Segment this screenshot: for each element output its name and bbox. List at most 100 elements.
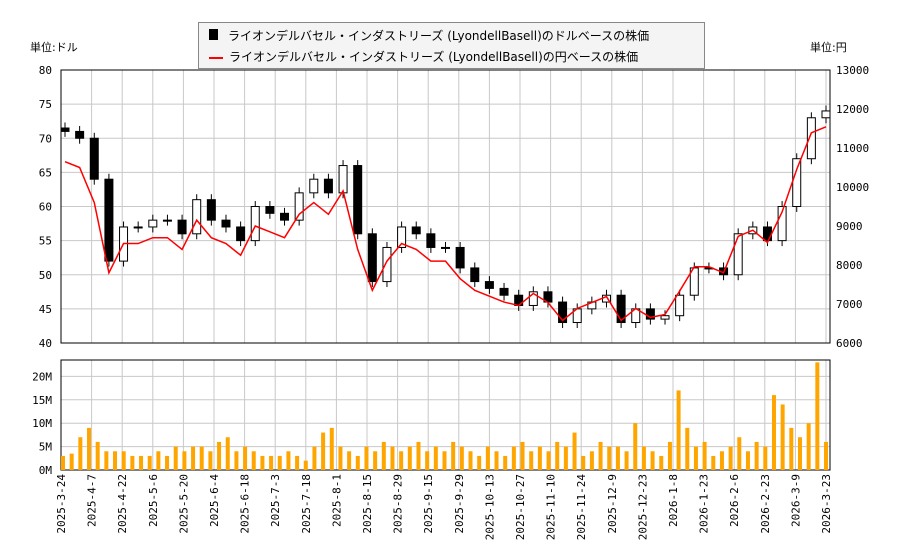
volume-bar [737,437,742,470]
candle-body [645,308,655,320]
y-right-tick-label: 9000 [836,220,863,233]
legend-item-yen: ライオンデルバセル・インダストリーズ (LyondellBasell)の円ベース… [209,48,638,65]
volume-bar [572,432,577,470]
x-tick-label: 2025-11-10 [545,474,558,540]
candle-body [382,246,392,283]
volume-bar [113,451,118,470]
candle-body [411,226,421,235]
candle-body [309,178,319,194]
candle-body [558,301,568,324]
volume-bar [217,441,222,470]
price-plot-frame [60,69,831,344]
candle-body [338,165,348,194]
x-tick-label: 2025-9-15 [422,474,435,534]
volume-bar [95,441,100,470]
volume-bar [87,427,92,470]
candle-body [206,199,216,221]
volume-bar [399,451,404,470]
red-line-icon [209,56,223,59]
yen-price-line [64,126,827,322]
x-tick-label: 2025-8-29 [392,474,405,534]
volume-bar [607,446,612,470]
candle-body [89,137,99,180]
volume-bar [650,451,655,470]
y-right-tick-label: 7000 [836,298,863,311]
volume-bar [485,446,490,470]
candle-body [484,281,494,289]
volume-bar [685,427,690,470]
volume-bar [624,451,629,470]
candle-body [762,226,772,242]
volume-bar [225,437,230,470]
legend-label-dollar: ライオンデルバセル・インダストリーズ (LyondellBasell)のドルベー… [228,29,650,43]
volume-bar [615,446,620,470]
y-left-tick-label: 80 [39,64,52,77]
x-tick-label: 2026-3-23 [820,474,833,534]
volume-bar [529,451,534,470]
volume-bar [260,455,265,470]
volume-bar [208,451,213,470]
candle-body [821,110,831,119]
x-tick-label: 2025-7-3 [269,474,282,527]
right-axis-unit: 単位:円 [810,41,847,54]
volume-bar [780,404,785,470]
legend: ライオンデルバセル・インダストリーズ (LyondellBasell)のドルベー… [198,22,705,69]
volume-bar [806,423,811,470]
volume-bar [745,451,750,470]
volume-bar [277,455,282,470]
volume-bar [563,446,568,470]
volume-bar [771,395,776,470]
y-left-tick-label: 60 [39,201,52,214]
volume-bar [312,446,317,470]
volume-bar [165,455,170,470]
volume-bar [347,451,352,470]
candle-body [733,233,743,276]
x-tick-label: 2025-3-24 [55,474,68,534]
volume-bar [503,455,508,470]
volume-bar [659,455,664,470]
candle-body [499,287,509,296]
x-tick-label: 2025-8-1 [330,474,343,527]
volume-bar [719,451,724,470]
volume-bar [234,451,239,470]
volume-bar [451,441,456,470]
candle-body [806,117,816,160]
candle-body [60,127,70,132]
volume-bar [676,390,681,470]
x-tick-label: 2026-1-8 [667,474,680,527]
volume-bar [477,455,482,470]
candle-body [367,233,377,283]
y-left-tick-label: 75 [39,98,52,111]
candle-body [177,219,187,235]
volume-bar [763,446,768,470]
volume-bar [338,446,343,470]
volume-bar [425,451,430,470]
candle-body [162,219,172,222]
volume-bar [355,455,360,470]
volume-bar [69,453,74,470]
volume-bar [407,446,412,470]
candle-body [660,315,670,320]
volume-bar [754,441,759,470]
volume-tick-label: 15M [32,394,52,407]
volume-bar [520,441,525,470]
x-tick-label: 2026-2-6 [728,474,741,527]
volume-bar [728,446,733,470]
candle-body [104,178,114,262]
candle-body [280,212,290,221]
x-tick-label: 2025-12-9 [606,474,619,534]
volume-bar [416,441,421,470]
volume-bar [581,455,586,470]
candle-body [148,219,158,228]
volume-bar [693,446,698,470]
volume-bar [295,455,300,470]
volume-bar [702,441,707,470]
y-right-tick-label: 13000 [836,64,869,77]
volume-bar [303,460,308,470]
volume-bar [364,446,369,470]
candle-body [455,246,465,269]
y-left-tick-label: 40 [39,337,52,350]
volume-bar [797,437,802,470]
y-right-tick-label: 8000 [836,259,863,272]
